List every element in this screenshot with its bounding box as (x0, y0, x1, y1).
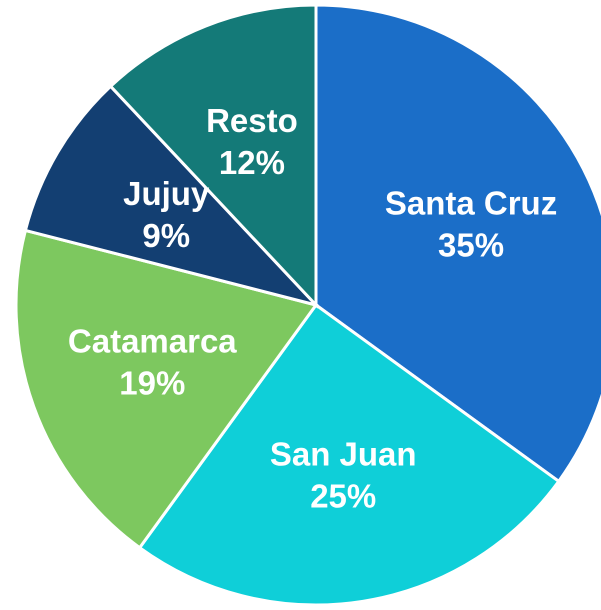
pie-slice (14, 228, 319, 550)
pie-slice (314, 3, 601, 484)
slice-label: Santa Cruz (385, 185, 557, 222)
pie-slice (23, 84, 321, 308)
slice-label: Resto (206, 102, 298, 139)
pie-slice (108, 3, 318, 309)
slice-value-label: 12% (219, 144, 285, 181)
slice-label: San Juan (270, 436, 417, 473)
slice-value-label: 19% (119, 365, 185, 402)
slice-value-label: 9% (142, 217, 190, 254)
slice-value-label: 35% (438, 227, 504, 264)
pie-slice (137, 302, 561, 607)
slice-label: Jujuy (123, 175, 210, 212)
slice-label: Catamarca (68, 323, 237, 360)
slice-value-label: 25% (310, 478, 376, 515)
